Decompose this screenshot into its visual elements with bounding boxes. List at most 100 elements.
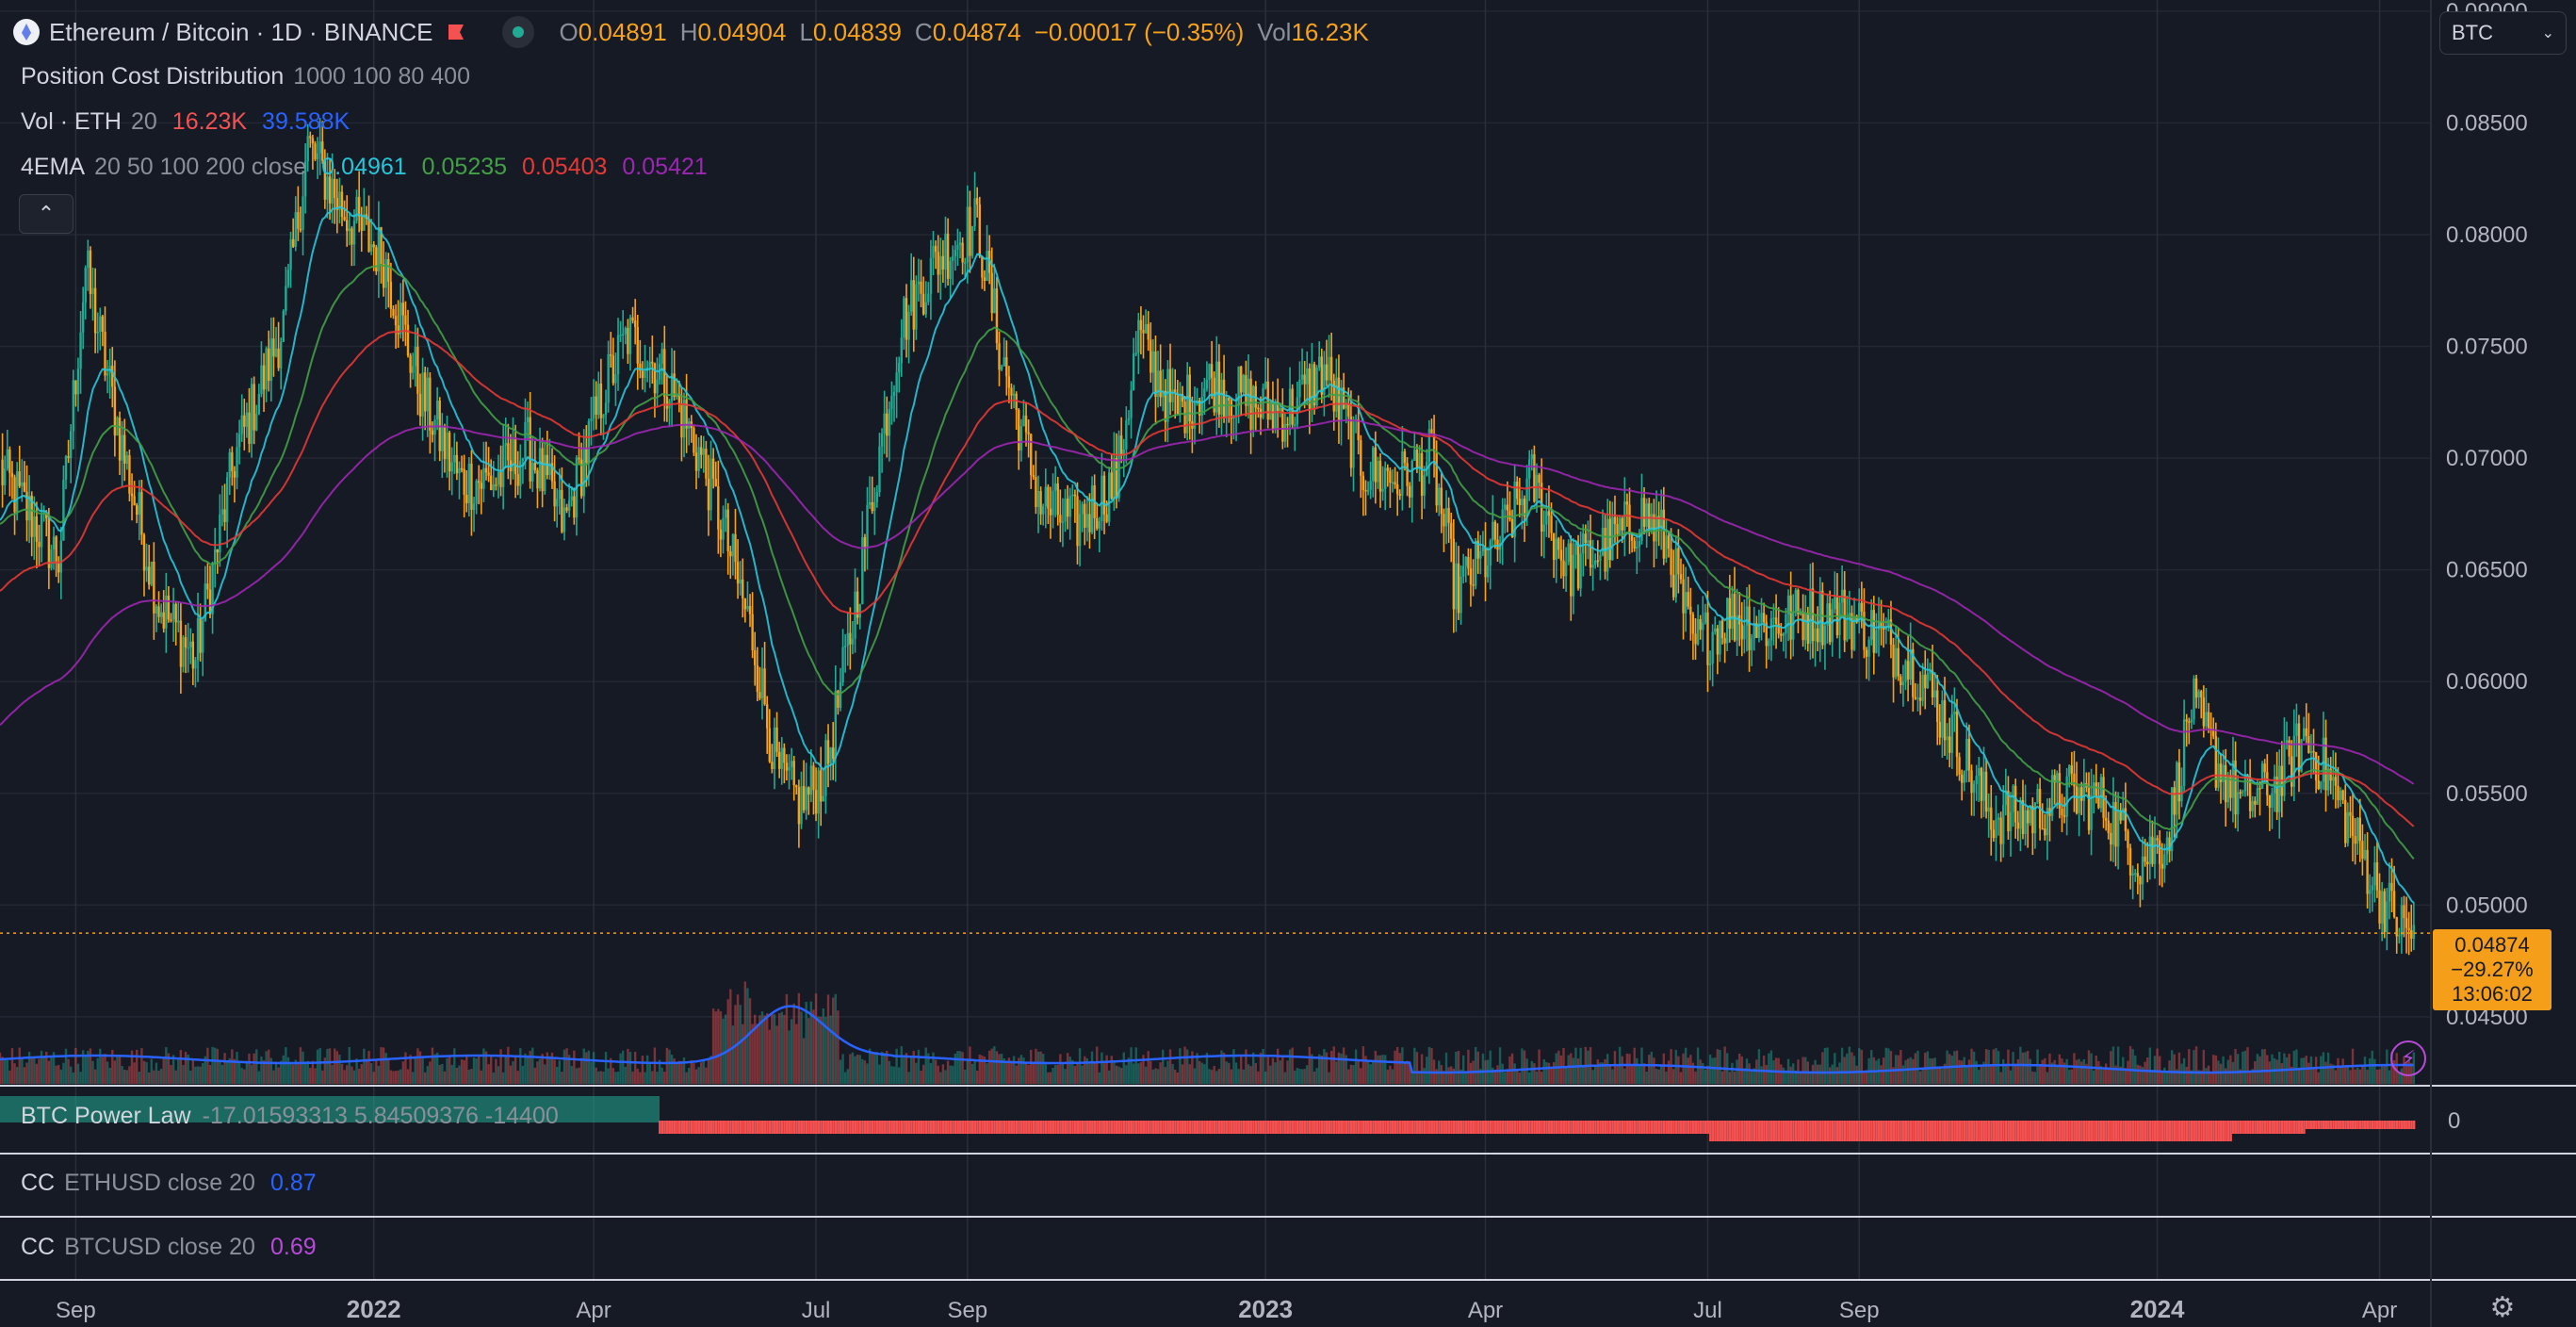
power-law-bar bbox=[966, 1121, 970, 1134]
volume-bar bbox=[711, 1008, 715, 1084]
candle-body bbox=[375, 247, 378, 271]
power-law-bar bbox=[1914, 1121, 1917, 1141]
power-law-bar bbox=[1391, 1121, 1394, 1134]
power-law-params: -17.01593313 5.84509376 -14400 bbox=[202, 1103, 559, 1129]
candle-body bbox=[380, 227, 383, 265]
close-value: 0.04874 bbox=[932, 17, 1021, 46]
candle-body bbox=[2403, 905, 2405, 919]
power-law-bar bbox=[2283, 1121, 2286, 1134]
volume-bar bbox=[1706, 1065, 1709, 1084]
power-law-label[interactable]: BTC Power Law bbox=[21, 1103, 191, 1129]
candle-body bbox=[91, 287, 94, 294]
volume-bar bbox=[2185, 1066, 2188, 1084]
volume-bar bbox=[954, 1053, 957, 1084]
power-law-bar bbox=[1179, 1121, 1182, 1134]
collapse-legend-button[interactable]: ⌃ bbox=[19, 194, 73, 234]
currency-selector[interactable]: BTC ⌄ bbox=[2439, 11, 2567, 55]
power-law-bar bbox=[677, 1121, 681, 1134]
power-law-bar bbox=[749, 1121, 752, 1134]
volume-bar bbox=[106, 1061, 109, 1084]
symbol-title[interactable]: Ethereum / Bitcoin · 1D · BINANCE bbox=[49, 17, 433, 46]
candle-body bbox=[1039, 491, 1042, 515]
candle-body bbox=[2016, 822, 2019, 829]
candle-body bbox=[993, 288, 996, 314]
candle-body bbox=[1198, 400, 1201, 416]
volume-bar bbox=[1540, 1072, 1543, 1084]
volume-bar bbox=[225, 1060, 229, 1084]
power-law-bar bbox=[1296, 1121, 1299, 1134]
volume-bar bbox=[1530, 1060, 1533, 1084]
power-law-bar bbox=[1538, 1121, 1541, 1134]
power-law-bar bbox=[2127, 1121, 2129, 1141]
volume-bar bbox=[1601, 1062, 1605, 1084]
candle-body bbox=[1435, 451, 1438, 506]
power-law-bar bbox=[1379, 1121, 1382, 1134]
btc-corr-legend[interactable]: CC BTCUSD close 20 0.69 bbox=[21, 1234, 317, 1261]
volume-bar bbox=[2234, 1048, 2237, 1084]
candle-body bbox=[1018, 409, 1020, 451]
lightning-icon[interactable]: ⚡︎ bbox=[2390, 1040, 2426, 1076]
candle-body bbox=[1806, 613, 1809, 644]
power-law-bar bbox=[2407, 1121, 2411, 1129]
power-law-bar bbox=[1965, 1121, 1968, 1141]
power-law-bar bbox=[1995, 1121, 1997, 1141]
power-law-bar bbox=[1091, 1121, 1094, 1134]
candle-body bbox=[2229, 776, 2232, 798]
eth-corr-legend[interactable]: CC ETHUSD close 20 0.87 bbox=[21, 1170, 317, 1197]
ema-legend[interactable]: 4EMA 20 50 100 200 close 0.04961 0.05235… bbox=[21, 154, 708, 181]
volume-bar bbox=[170, 1065, 172, 1084]
candle-body bbox=[1036, 491, 1040, 507]
candle-body bbox=[27, 495, 31, 521]
candle-body bbox=[1755, 623, 1758, 638]
volume-bar bbox=[1203, 1064, 1206, 1084]
ema-label[interactable]: 4EMA bbox=[21, 154, 86, 180]
volume-bar bbox=[482, 1048, 485, 1084]
volume-bar bbox=[316, 1049, 319, 1084]
volume-bar bbox=[1768, 1053, 1770, 1084]
power-law-bar bbox=[1479, 1121, 1482, 1134]
power-law-bar bbox=[700, 1121, 703, 1134]
candle-body bbox=[760, 668, 764, 698]
pcd-legend[interactable]: Position Cost Distribution 1000 100 80 4… bbox=[21, 63, 470, 90]
btc-corr-label[interactable]: CC bbox=[21, 1234, 56, 1260]
power-law-bar bbox=[1030, 1121, 1033, 1134]
volume-bar bbox=[788, 1030, 791, 1084]
volume-bar bbox=[1513, 1063, 1516, 1084]
pcd-label[interactable]: Position Cost Distribution bbox=[21, 63, 285, 90]
candle-body bbox=[756, 664, 759, 693]
candle-body bbox=[448, 432, 451, 472]
volume-bar bbox=[1435, 1069, 1438, 1084]
power-law-bar bbox=[1205, 1121, 1209, 1134]
market-status-icon[interactable] bbox=[502, 16, 535, 48]
power-law-bar bbox=[1022, 1121, 1025, 1134]
eth-corr-label[interactable]: CC bbox=[21, 1170, 56, 1196]
power-law-bar bbox=[1619, 1121, 1622, 1134]
symbol-legend[interactable]: Ethereum / Bitcoin · 1D · BINANCE O 0.048… bbox=[13, 16, 1369, 48]
volume-legend[interactable]: Vol · ETH 20 16.23K 39.588K bbox=[21, 108, 350, 136]
power-law-bar bbox=[1122, 1121, 1126, 1134]
volume-bar bbox=[1418, 1071, 1421, 1084]
candle-body bbox=[450, 462, 453, 472]
power-law-bar bbox=[2378, 1121, 2382, 1129]
flag-icon[interactable] bbox=[446, 23, 466, 41]
power-law-bar bbox=[1211, 1121, 1214, 1134]
power-law-bar bbox=[1587, 1121, 1590, 1134]
volume-indicator-label[interactable]: Vol · ETH bbox=[21, 108, 122, 135]
candle-body bbox=[829, 747, 832, 764]
candle-body bbox=[1156, 370, 1160, 397]
volume-bar bbox=[1144, 1066, 1148, 1084]
power-law-bar bbox=[1535, 1121, 1539, 1134]
power-law-bar bbox=[1670, 1121, 1673, 1134]
power-law-legend[interactable]: BTC Power Law -17.01593313 5.84509376 -1… bbox=[21, 1103, 559, 1130]
power-law-bar bbox=[2044, 1121, 2046, 1141]
power-law-bar bbox=[1685, 1121, 1687, 1134]
volume-bar bbox=[74, 1047, 77, 1084]
volume-bar bbox=[863, 1060, 867, 1084]
settings-gear-icon[interactable]: ⚙︎ bbox=[2489, 1292, 2516, 1323]
candle-body bbox=[1670, 549, 1672, 575]
power-law-bar bbox=[2249, 1121, 2252, 1134]
volume-bar bbox=[645, 1055, 649, 1084]
volume-bar bbox=[958, 1051, 962, 1084]
power-law-bar bbox=[907, 1121, 911, 1134]
